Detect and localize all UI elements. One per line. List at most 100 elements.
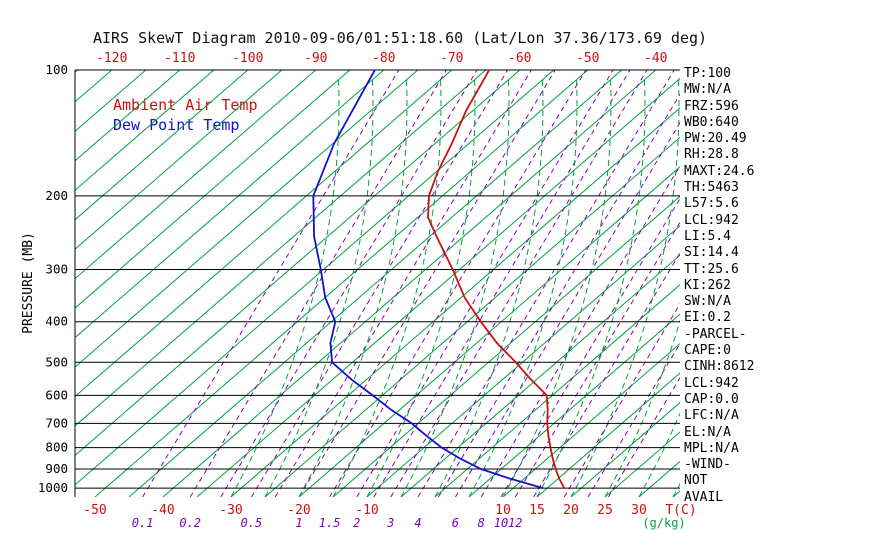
stat-line: FRZ:596 [684,98,739,114]
stat-line: MW:N/A [684,82,731,98]
isotherm-line [298,166,680,497]
isotherm-line [536,372,680,497]
stat-line: LCL:942 [684,212,739,228]
mixing-ratio-tick-label: 4 [414,516,421,530]
top-temp-tick-label: -100 [232,51,263,66]
pressure-tick-label: 400 [45,314,68,329]
chart-title: AIRS SkewT Diagram 2010-09-06/01:51:18.6… [92,29,708,47]
mixing-ratio-line [514,221,680,497]
bottom-temp-tick-label: -40 [151,503,174,518]
pressure-axis-label: PRESSURE (MB) [21,232,36,334]
isotherm-line [94,70,589,497]
isotherm-line [128,70,623,497]
isotherm-line [75,70,181,162]
moist-adiabat-line [366,76,476,497]
bottom-temp-tick-label: 10 [495,503,511,518]
mixing-ratio-tick-label: 0.2 [179,516,201,530]
isotherm-line [741,70,870,497]
stat-line: TT:25.6 [684,261,739,277]
bottom-temp-ticks: -50 -40 -30 -20 -10 10 15 20 25 30 [83,503,647,518]
bottom-temp-tick-label: -20 [287,503,310,518]
pressure-tick-label: 100 [45,62,68,77]
mixing-ratio-line [220,70,478,497]
stat-line: NOT [684,473,708,489]
pressure-tick-label: 200 [45,188,68,203]
stat-line: MAXT:24.6 [684,163,755,179]
isotherm-line [502,342,680,497]
top-temp-tick-label: -70 [440,51,463,66]
mixing-ratio-line [274,70,532,497]
mixing-ratio-line [250,70,509,497]
mixing-ratio-line [417,70,675,497]
bottom-temp-tick-label: 20 [563,503,579,518]
mixing-ratio-line [329,70,587,497]
pressure-tick-label: 300 [45,262,68,277]
stat-line: SI:14.4 [684,245,739,261]
mixing-ratio-line [390,70,648,497]
mixing-unit-label: (g/kg) [642,516,685,530]
stat-line: KI:262 [684,277,731,293]
bottom-temp-tick-label: 30 [631,503,647,518]
isotherm-line [75,70,419,368]
isotherm-line [75,70,521,457]
mixing-ratio-line [607,376,680,497]
moist-adiabat-line [468,76,578,497]
isotherm-line [570,401,680,497]
legend-ambient-temp-label: Ambient Air Temp [113,96,258,114]
temp-unit-label: T(C) [665,503,696,518]
stat-line: LFC:N/A [684,408,739,424]
isotherm-line [468,313,680,497]
isotherm-line [75,70,283,250]
stat-line: -WIND- [684,457,731,473]
mixing-ratio-tick-label: 8 [478,516,485,530]
stats-panel: TP:100 MW:N/A FRZ:596 WB0:640 PW:20.49 RH:28.… [684,66,754,506]
isotherm-line [75,70,79,74]
mixing-ratio-tick-label: 1.5 [319,516,341,530]
pressure-tick-label: 600 [45,387,68,402]
mixing-ratio-ticks: 0.1 0.2 0.5 1 1.5 2 3 4 6 8 10 12 [132,516,523,530]
stat-line: RH:28.8 [684,147,739,163]
isotherm-line [196,77,680,497]
moist-adiabat-line [570,76,680,497]
isotherm-line [366,225,680,497]
mixing-ratio-tick-label: 10 [494,516,508,530]
stat-line: PW:20.49 [684,131,747,147]
stat-line: EI:0.2 [684,310,731,326]
isotherm-line [162,70,657,497]
mixing-ratio-line [480,164,680,497]
bottom-temp-tick-label: -50 [83,503,106,518]
bottom-temp-tick-label: -30 [219,503,242,518]
isotherm-line [75,70,453,398]
moist-adiabat-line [298,76,408,497]
mixing-ratio-line [437,93,680,497]
stat-line: SW:N/A [684,294,731,310]
stat-line: EL:N/A [684,424,731,440]
mixing-ratio-tick-label: 3 [386,516,394,530]
isotherm-line [75,70,215,191]
mixing-ratio-lines [142,70,680,497]
stat-line: LCL:942 [684,375,739,391]
pressure-tick-label: 900 [45,461,68,476]
mixing-ratio-tick-label: 0.5 [241,516,263,530]
stat-line: CAP:0.0 [684,391,739,407]
bottom-temp-tick-label: -10 [355,503,378,518]
isotherm-line [264,136,680,497]
mixing-ratio-tick-label: 2 [353,516,360,530]
stat-line: WB0:640 [684,114,739,130]
mixing-ratio-line [563,303,680,497]
stat-line: TH:5463 [684,180,739,196]
pressure-tick-label: 500 [45,354,68,369]
mixing-ratio-tick-label: 6 [452,516,459,530]
stat-line: MPL:N/A [684,440,739,456]
mixing-ratio-line [533,252,680,497]
bottom-temp-tick-label: 25 [597,503,613,518]
top-temp-tick-label: -110 [164,51,195,66]
top-temp-tick-label: -80 [372,51,395,66]
isotherm-line [75,70,487,427]
isotherm-line [75,70,113,103]
temperature-curve [427,70,565,489]
mixing-ratio-line [142,70,400,497]
pressure-tick-label: 700 [45,415,68,430]
